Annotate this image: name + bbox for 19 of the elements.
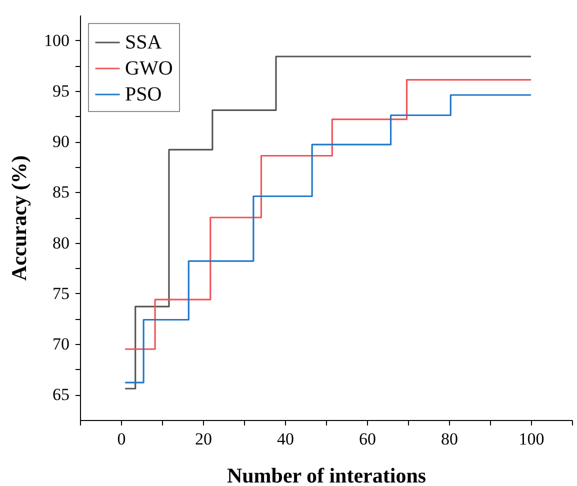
- legend-label: GWO: [125, 58, 173, 80]
- y-tick-label: 70: [52, 334, 70, 354]
- legend-label: SSA: [125, 32, 162, 54]
- y-axis-title: Accuracy (%): [7, 155, 31, 281]
- y-tick-label: 85: [52, 182, 70, 202]
- y-tick-label: 65: [52, 385, 70, 404]
- x-tick-label: 20: [195, 430, 212, 448]
- x-tick-label: 60: [359, 430, 376, 448]
- x-tick-label: 80: [441, 430, 458, 448]
- x-tick-label: 100: [518, 430, 544, 448]
- y-tick-label: 75: [52, 284, 70, 303]
- y-tick-label: 80: [52, 233, 70, 252]
- y-tick-label: 100: [44, 30, 70, 50]
- y-tick-label: 90: [52, 132, 70, 152]
- legend-label: PSO: [125, 84, 162, 106]
- x-axis-title: Number of interations: [226, 464, 426, 486]
- x-tick-label: 0: [117, 430, 126, 448]
- y-tick-label: 95: [52, 81, 70, 100]
- x-tick-label: 40: [277, 430, 294, 448]
